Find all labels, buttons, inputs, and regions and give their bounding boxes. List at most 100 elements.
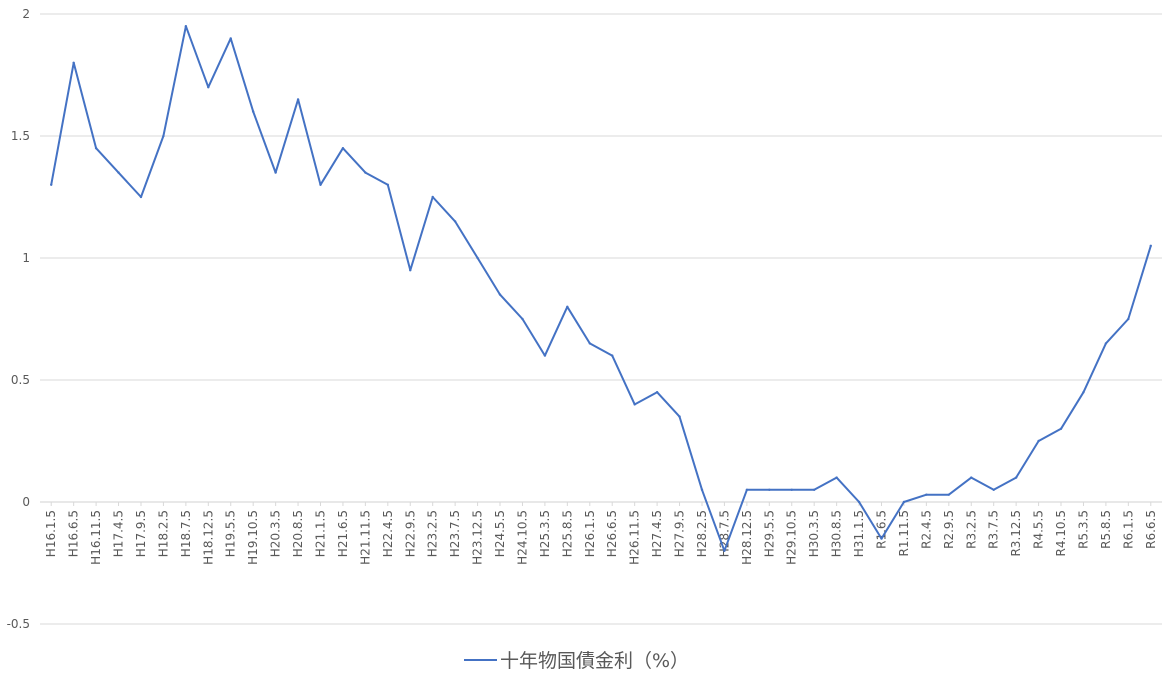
data-point: [947, 493, 951, 496]
x-tick-label: R6.6.5: [1144, 510, 1158, 549]
data-point: [1014, 476, 1018, 479]
x-tick-label: H16.1.5: [44, 510, 58, 557]
x-tick-label: H23.7.5: [448, 510, 462, 557]
data-point: [543, 354, 547, 357]
data-point: [521, 317, 524, 321]
y-tick-label: 0: [22, 495, 30, 509]
legend: 十年物国債金利（%）: [464, 650, 689, 672]
x-tick-label: H26.11.5: [628, 510, 642, 565]
x-tick-label: H28.7.5: [717, 510, 731, 557]
y-tick-label: 0.5: [11, 373, 30, 387]
x-tick-label: H18.12.5: [201, 510, 215, 565]
y-tick-label: 1: [22, 251, 30, 265]
x-tick-label: H20.8.5: [291, 510, 305, 557]
data-point: [386, 183, 390, 186]
x-tick-label: H16.11.5: [89, 510, 103, 565]
data-point: [1037, 439, 1040, 443]
data-point: [678, 415, 681, 418]
x-tick-label: H28.12.5: [740, 510, 754, 565]
data-point: [251, 110, 255, 113]
data-point: [319, 183, 322, 186]
x-tick-label: H30.8.5: [830, 510, 844, 557]
data-point: [655, 391, 659, 394]
x-tick-label: R1.11.5: [897, 510, 911, 557]
x-tick-label: R5.8.5: [1099, 510, 1113, 549]
x-tick-label: R5.3.5: [1076, 510, 1090, 549]
x-tick-label: H29.10.5: [785, 510, 799, 565]
data-point: [139, 195, 143, 199]
x-tick-label: H18.7.5: [179, 510, 193, 557]
x-tick-label: R4.5.5: [1032, 510, 1046, 549]
data-point: [1127, 317, 1130, 321]
x-tick-label: H23.12.5: [471, 510, 485, 565]
x-tick-label: H25.3.5: [538, 510, 552, 557]
data-point: [274, 171, 277, 174]
x-tick-label: R3.12.5: [1009, 510, 1023, 557]
x-axis-tick-labels: H16.1.5 H16.6.5 H16.11.5 H17.4.5 H17.9.5 H18.…: [44, 502, 1158, 565]
x-tick-label: R4.10.5: [1054, 510, 1068, 557]
data-point: [723, 549, 726, 552]
x-tick-label: H21.1.5: [314, 510, 328, 557]
data-point: [588, 342, 591, 345]
data-point: [50, 183, 53, 186]
data-point: [768, 488, 771, 491]
data-point: [812, 488, 816, 491]
x-tick-label: H25.8.5: [560, 510, 574, 557]
x-tick-label: R1.6.5: [875, 510, 889, 549]
x-tick-label: H30.3.5: [807, 510, 821, 557]
data-point: [566, 305, 569, 308]
data-point: [94, 147, 98, 150]
data-point: [857, 500, 861, 504]
data-point: [970, 476, 973, 479]
data-point: [835, 476, 838, 479]
data-point: [229, 37, 232, 40]
data-point: [745, 488, 749, 491]
data-point: [611, 354, 614, 357]
x-tick-label: H19.5.5: [224, 510, 238, 557]
x-tick-label: H22.4.5: [381, 510, 395, 557]
y-tick-label: 2: [22, 7, 30, 21]
data-point: [364, 171, 367, 174]
x-tick-label: R6.1.5: [1121, 510, 1135, 549]
y-axis-tick-labels: 2 1.5 1 0.5 0 -0.5: [7, 7, 30, 631]
x-tick-label: R2.9.5: [942, 510, 956, 549]
data-point: [880, 537, 883, 540]
data-point: [72, 61, 75, 64]
x-tick-label: H27.9.5: [673, 510, 687, 557]
data-point: [992, 488, 995, 491]
x-tick-label: R2.4.5: [919, 510, 933, 549]
data-point: [453, 220, 457, 223]
data-point: [117, 171, 120, 174]
data-point: [1104, 342, 1108, 345]
data-point: [902, 500, 906, 504]
series-line: [50, 25, 1152, 552]
data-point: [790, 488, 793, 491]
x-tick-label: H21.6.5: [336, 510, 350, 557]
x-tick-label: R3.2.5: [964, 510, 978, 549]
x-tick-label: H17.9.5: [134, 510, 148, 557]
data-point: [925, 493, 928, 496]
gridlines: [40, 13, 1162, 625]
x-tick-label: R3.7.5: [987, 510, 1001, 549]
data-point: [1149, 244, 1152, 247]
legend-label: 十年物国債金利（%）: [500, 650, 689, 672]
data-point: [341, 147, 345, 150]
x-tick-label: H31.1.5: [852, 510, 866, 557]
x-tick-label: H23.2.5: [426, 510, 440, 557]
x-tick-label: H27.4.5: [650, 510, 664, 557]
y-tick-label: -0.5: [7, 617, 30, 631]
x-tick-label: H29.5.5: [762, 510, 776, 557]
data-point: [498, 293, 502, 296]
series-layer: [50, 25, 1152, 552]
x-tick-label: H20.3.5: [269, 510, 283, 557]
data-point: [207, 86, 210, 89]
x-tick-label: H26.1.5: [583, 510, 597, 557]
x-tick-label: H24.10.5: [515, 510, 529, 565]
data-point: [162, 134, 165, 138]
data-point: [431, 195, 434, 199]
x-tick-label: H17.4.5: [112, 510, 126, 557]
x-tick-label: H22.9.5: [403, 510, 417, 557]
x-tick-label: H24.5.5: [493, 510, 507, 557]
x-tick-label: H21.11.5: [358, 510, 372, 565]
